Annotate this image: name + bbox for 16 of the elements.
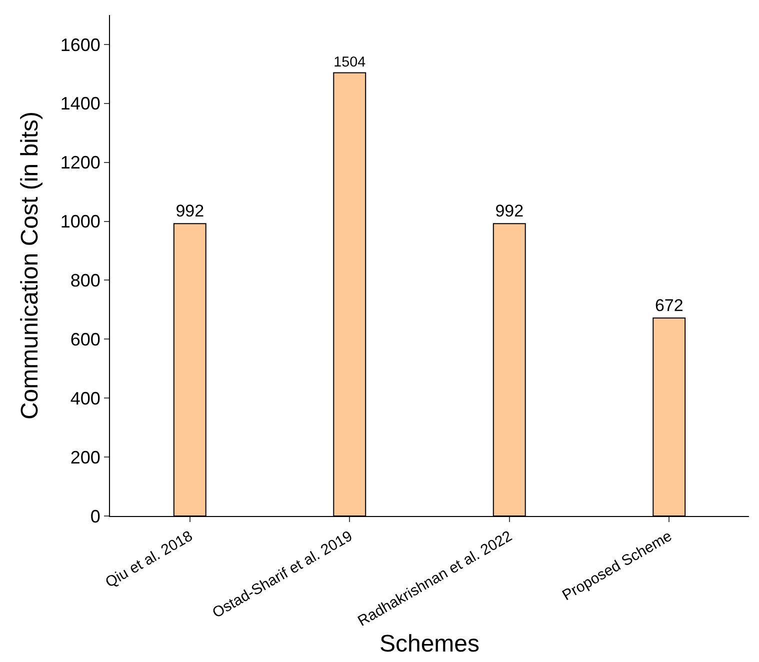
y-tick-label: 200	[70, 447, 100, 468]
data-label: 1504	[334, 54, 366, 70]
data-label: 992	[495, 202, 524, 221]
y-tick-label: 1200	[60, 152, 100, 173]
data-label: 992	[176, 202, 204, 221]
data-label: 672	[654, 296, 684, 315]
y-tick-label: 1000	[60, 212, 100, 232]
y-tick-label: 0	[90, 506, 100, 526]
y-tick-label: 800	[70, 270, 100, 291]
y-tick-label: 600	[70, 329, 100, 350]
x-tick-label: Qiu et al. 2018	[102, 528, 196, 592]
x-axis-title: Schemes	[379, 630, 480, 658]
y-tick-label: 1400	[60, 94, 100, 114]
y-axis-title: Communication Cost (in bits)	[16, 111, 44, 420]
y-tick-label: 400	[70, 388, 100, 408]
y-tick-label: 1600	[60, 34, 100, 55]
